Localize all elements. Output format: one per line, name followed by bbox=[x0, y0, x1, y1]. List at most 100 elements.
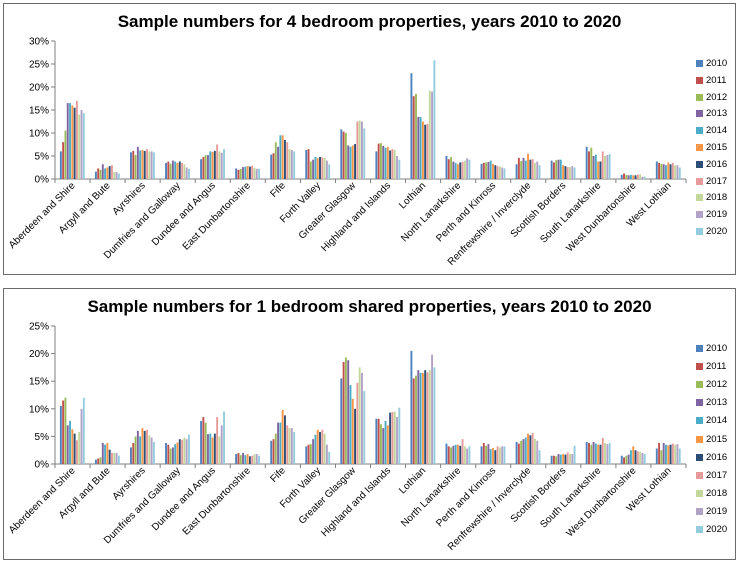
y-tick-label: 15% bbox=[29, 377, 49, 388]
bar bbox=[99, 169, 102, 179]
legend-label: 2013 bbox=[706, 397, 728, 409]
bar bbox=[309, 161, 312, 179]
bar bbox=[358, 367, 361, 464]
bar bbox=[108, 166, 111, 179]
bar bbox=[176, 162, 179, 179]
bar bbox=[417, 370, 420, 464]
bar bbox=[431, 91, 434, 179]
bar bbox=[393, 150, 396, 179]
bar bbox=[450, 447, 453, 464]
bar bbox=[69, 420, 71, 464]
bar bbox=[253, 454, 256, 464]
bar bbox=[660, 163, 663, 179]
bar bbox=[251, 455, 254, 464]
bar bbox=[141, 428, 144, 464]
bar bbox=[340, 378, 343, 464]
bar bbox=[363, 391, 366, 464]
bar bbox=[398, 407, 401, 464]
bar bbox=[522, 157, 525, 179]
bar bbox=[550, 160, 553, 179]
bar bbox=[433, 367, 436, 464]
bar bbox=[314, 434, 317, 464]
bar bbox=[569, 454, 571, 464]
bar bbox=[662, 164, 665, 179]
bar bbox=[272, 153, 275, 179]
bar bbox=[113, 172, 116, 179]
bar bbox=[132, 150, 135, 179]
bar bbox=[73, 433, 76, 464]
bar bbox=[202, 417, 205, 464]
legend-swatch bbox=[696, 363, 703, 371]
bar bbox=[559, 454, 562, 464]
bar bbox=[536, 161, 539, 179]
bar bbox=[174, 161, 177, 179]
chart-title: Sample numbers for 1 bedroom shared prop… bbox=[87, 297, 652, 316]
bar bbox=[174, 444, 177, 464]
legend-swatch bbox=[696, 144, 703, 151]
legend-swatch bbox=[696, 228, 703, 235]
bar bbox=[501, 446, 504, 464]
bar bbox=[270, 154, 273, 179]
bar bbox=[218, 436, 221, 464]
y-tick-label: 5% bbox=[35, 152, 50, 163]
bar bbox=[389, 412, 392, 464]
bar bbox=[255, 168, 258, 179]
bar bbox=[417, 116, 420, 179]
y-tick-label: 0% bbox=[35, 175, 50, 186]
bar bbox=[623, 457, 625, 464]
bar bbox=[146, 149, 148, 179]
bar bbox=[634, 450, 637, 464]
bar bbox=[239, 168, 242, 179]
bar bbox=[538, 165, 541, 179]
bar bbox=[183, 437, 186, 464]
x-tick-label: Fife bbox=[268, 180, 288, 200]
bar bbox=[139, 436, 142, 464]
bar-chart-4-bedroom: 0%5%10%15%20%25%30%Aberdeen and ShireArg… bbox=[7, 37, 687, 268]
bar bbox=[113, 452, 116, 464]
bar bbox=[71, 429, 74, 464]
bar bbox=[80, 110, 83, 179]
bar bbox=[667, 162, 670, 179]
bar bbox=[101, 164, 104, 179]
bar bbox=[492, 447, 494, 464]
bar bbox=[237, 169, 240, 179]
bar bbox=[531, 159, 534, 179]
bar bbox=[415, 375, 417, 464]
legend-label: 2010 bbox=[706, 58, 728, 69]
bar bbox=[75, 100, 78, 179]
bar bbox=[538, 450, 541, 464]
bar bbox=[344, 357, 347, 464]
bar bbox=[569, 167, 571, 179]
legend-swatch bbox=[696, 127, 703, 135]
bar bbox=[104, 444, 107, 464]
bar bbox=[130, 447, 132, 464]
legend-swatch bbox=[696, 345, 703, 352]
legend-label: 2012 bbox=[706, 379, 728, 391]
legend-label: 2017 bbox=[706, 469, 728, 481]
bar bbox=[152, 152, 155, 179]
x-tick-label: East Dunbartonshire bbox=[181, 465, 254, 538]
bar bbox=[496, 166, 499, 179]
bar bbox=[146, 429, 148, 464]
bar bbox=[223, 411, 225, 464]
bar bbox=[235, 454, 238, 464]
bar bbox=[148, 435, 151, 464]
bar bbox=[375, 418, 378, 464]
x-tick-label: South Lanarkshire bbox=[538, 465, 603, 530]
legend-label: 2012 bbox=[706, 91, 728, 103]
bar bbox=[279, 135, 282, 179]
bar bbox=[281, 135, 284, 179]
chart-title: Sample numbers for 4 bedroom properties,… bbox=[117, 12, 622, 31]
bar bbox=[382, 145, 385, 179]
bar bbox=[665, 165, 667, 179]
bar bbox=[552, 162, 555, 179]
bar bbox=[517, 443, 520, 464]
bar bbox=[597, 161, 600, 179]
bar bbox=[321, 157, 324, 179]
bar bbox=[515, 441, 518, 464]
bar bbox=[244, 455, 247, 464]
bar bbox=[80, 408, 83, 464]
bar bbox=[557, 159, 560, 179]
legend-swatch bbox=[696, 177, 703, 185]
bar bbox=[573, 445, 576, 464]
